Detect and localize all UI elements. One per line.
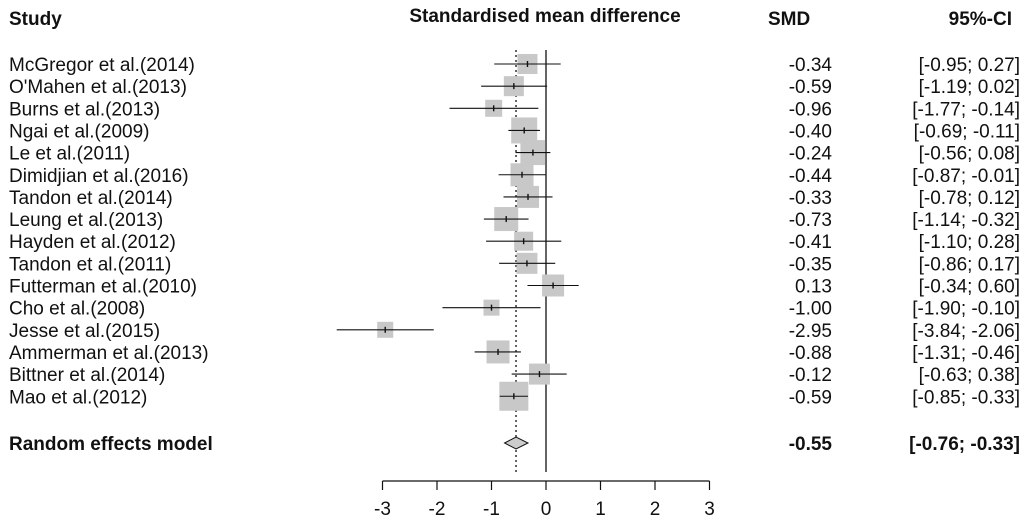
study-smd-value: -0.44 xyxy=(789,166,833,187)
summary-diamond xyxy=(503,436,530,450)
study-smd-value: -0.40 xyxy=(789,121,832,142)
study-ci-value: [-0.95; 0.27] xyxy=(919,55,1020,76)
study-ci-value: [-0.78; 0.12] xyxy=(919,188,1020,209)
study-ci-value: [-1.90; -0.10] xyxy=(912,299,1020,320)
header-smd: SMD xyxy=(768,9,810,30)
study-ci-value: [-1.14; -0.32] xyxy=(912,210,1020,231)
x-axis-tick-label: -3 xyxy=(374,499,391,520)
study-smd-value: 0.13 xyxy=(795,277,832,298)
study-ci-value: [-0.87; -0.01] xyxy=(912,166,1020,187)
x-axis-tick-label: 1 xyxy=(595,499,606,520)
x-axis-tick-label: -2 xyxy=(429,499,446,520)
header-study: Study xyxy=(9,9,62,30)
summary-label: Random effects model xyxy=(9,434,213,455)
study-label: Hayden et al.(2012) xyxy=(9,232,176,253)
study-smd-value: -0.34 xyxy=(789,55,833,76)
study-smd-value: -0.88 xyxy=(789,343,832,364)
study-label: Futterman et al.(2010) xyxy=(9,277,197,298)
summary-smd-value: -0.55 xyxy=(789,434,833,455)
summary-ci-value: [-0.76; -0.33] xyxy=(909,434,1020,455)
plot-area xyxy=(336,50,579,472)
study-label: Leung et al.(2013) xyxy=(9,210,163,231)
summary-row: Random effects model -0.55 [-0.76; -0.33] xyxy=(9,434,1020,455)
study-ci-value: [-0.86; 0.17] xyxy=(919,254,1020,275)
study-label: O'Mahen et al.(2013) xyxy=(9,77,187,98)
study-smd-value: -0.35 xyxy=(789,254,832,275)
study-label: Mao et al.(2012) xyxy=(9,387,147,408)
study-smd-value: -0.59 xyxy=(789,77,832,98)
study-ci-value: [-1.10; 0.28] xyxy=(919,232,1020,253)
study-label: Le et al.(2011) xyxy=(9,144,130,165)
study-smd-value: -0.33 xyxy=(789,188,832,209)
study-ci-value: [-1.31; -0.46] xyxy=(912,343,1020,364)
x-axis-tick-label: 0 xyxy=(541,499,552,520)
study-label: Dimidjian et al.(2016) xyxy=(9,166,189,187)
study-label: Burns et al.(2013) xyxy=(9,99,160,120)
header-plot: Standardised mean difference xyxy=(409,6,680,27)
study-smd-value: -2.95 xyxy=(789,321,832,342)
x-axis-tick-label: 2 xyxy=(650,499,661,520)
study-smd-value: -0.24 xyxy=(789,144,833,165)
x-axis-tick-label: 3 xyxy=(704,499,715,520)
study-ci-value: [-0.69; -0.11] xyxy=(914,121,1020,142)
study-smd-value: -0.59 xyxy=(789,387,832,408)
header-ci: 95%-CI xyxy=(949,9,1012,30)
study-ci-value: [-0.56; 0.08] xyxy=(919,144,1020,165)
study-smd-value: -0.12 xyxy=(789,365,832,386)
x-axis: -3 -2 -1 0 1 2 3 xyxy=(374,480,715,520)
study-ci-value: [-3.84; -2.06] xyxy=(912,321,1020,342)
study-smd-value: -1.00 xyxy=(789,299,832,320)
study-label: Tandon et al.(2014) xyxy=(9,188,173,209)
study-smd-value: -0.41 xyxy=(789,232,832,253)
x-axis-tick-label: -1 xyxy=(483,499,500,520)
study-label: Ammerman et al.(2013) xyxy=(9,343,209,364)
study-label: Ngai et al.(2009) xyxy=(9,121,149,142)
study-ci-value: [-0.63; 0.38] xyxy=(919,365,1020,386)
study-ci-value: [-1.77; -0.14] xyxy=(912,99,1020,120)
study-label: Bittner et al.(2014) xyxy=(9,365,165,386)
study-rows: McGregor et al.(2014) -0.34 [-0.95; 0.27] O… xyxy=(9,55,1020,408)
study-ci-value: [-0.34; 0.60] xyxy=(919,277,1020,298)
study-smd-value: -0.96 xyxy=(789,99,832,120)
study-label: Cho et al.(2008) xyxy=(9,299,145,320)
study-label: Jesse et al.(2015) xyxy=(9,321,160,342)
study-smd-value: -0.73 xyxy=(789,210,832,231)
study-label: McGregor et al.(2014) xyxy=(9,55,195,76)
study-label: Tandon et al.(2011) xyxy=(9,254,171,275)
study-ci-value: [-0.85; -0.33] xyxy=(912,387,1020,408)
study-ci-value: [-1.19; 0.02] xyxy=(919,77,1020,98)
